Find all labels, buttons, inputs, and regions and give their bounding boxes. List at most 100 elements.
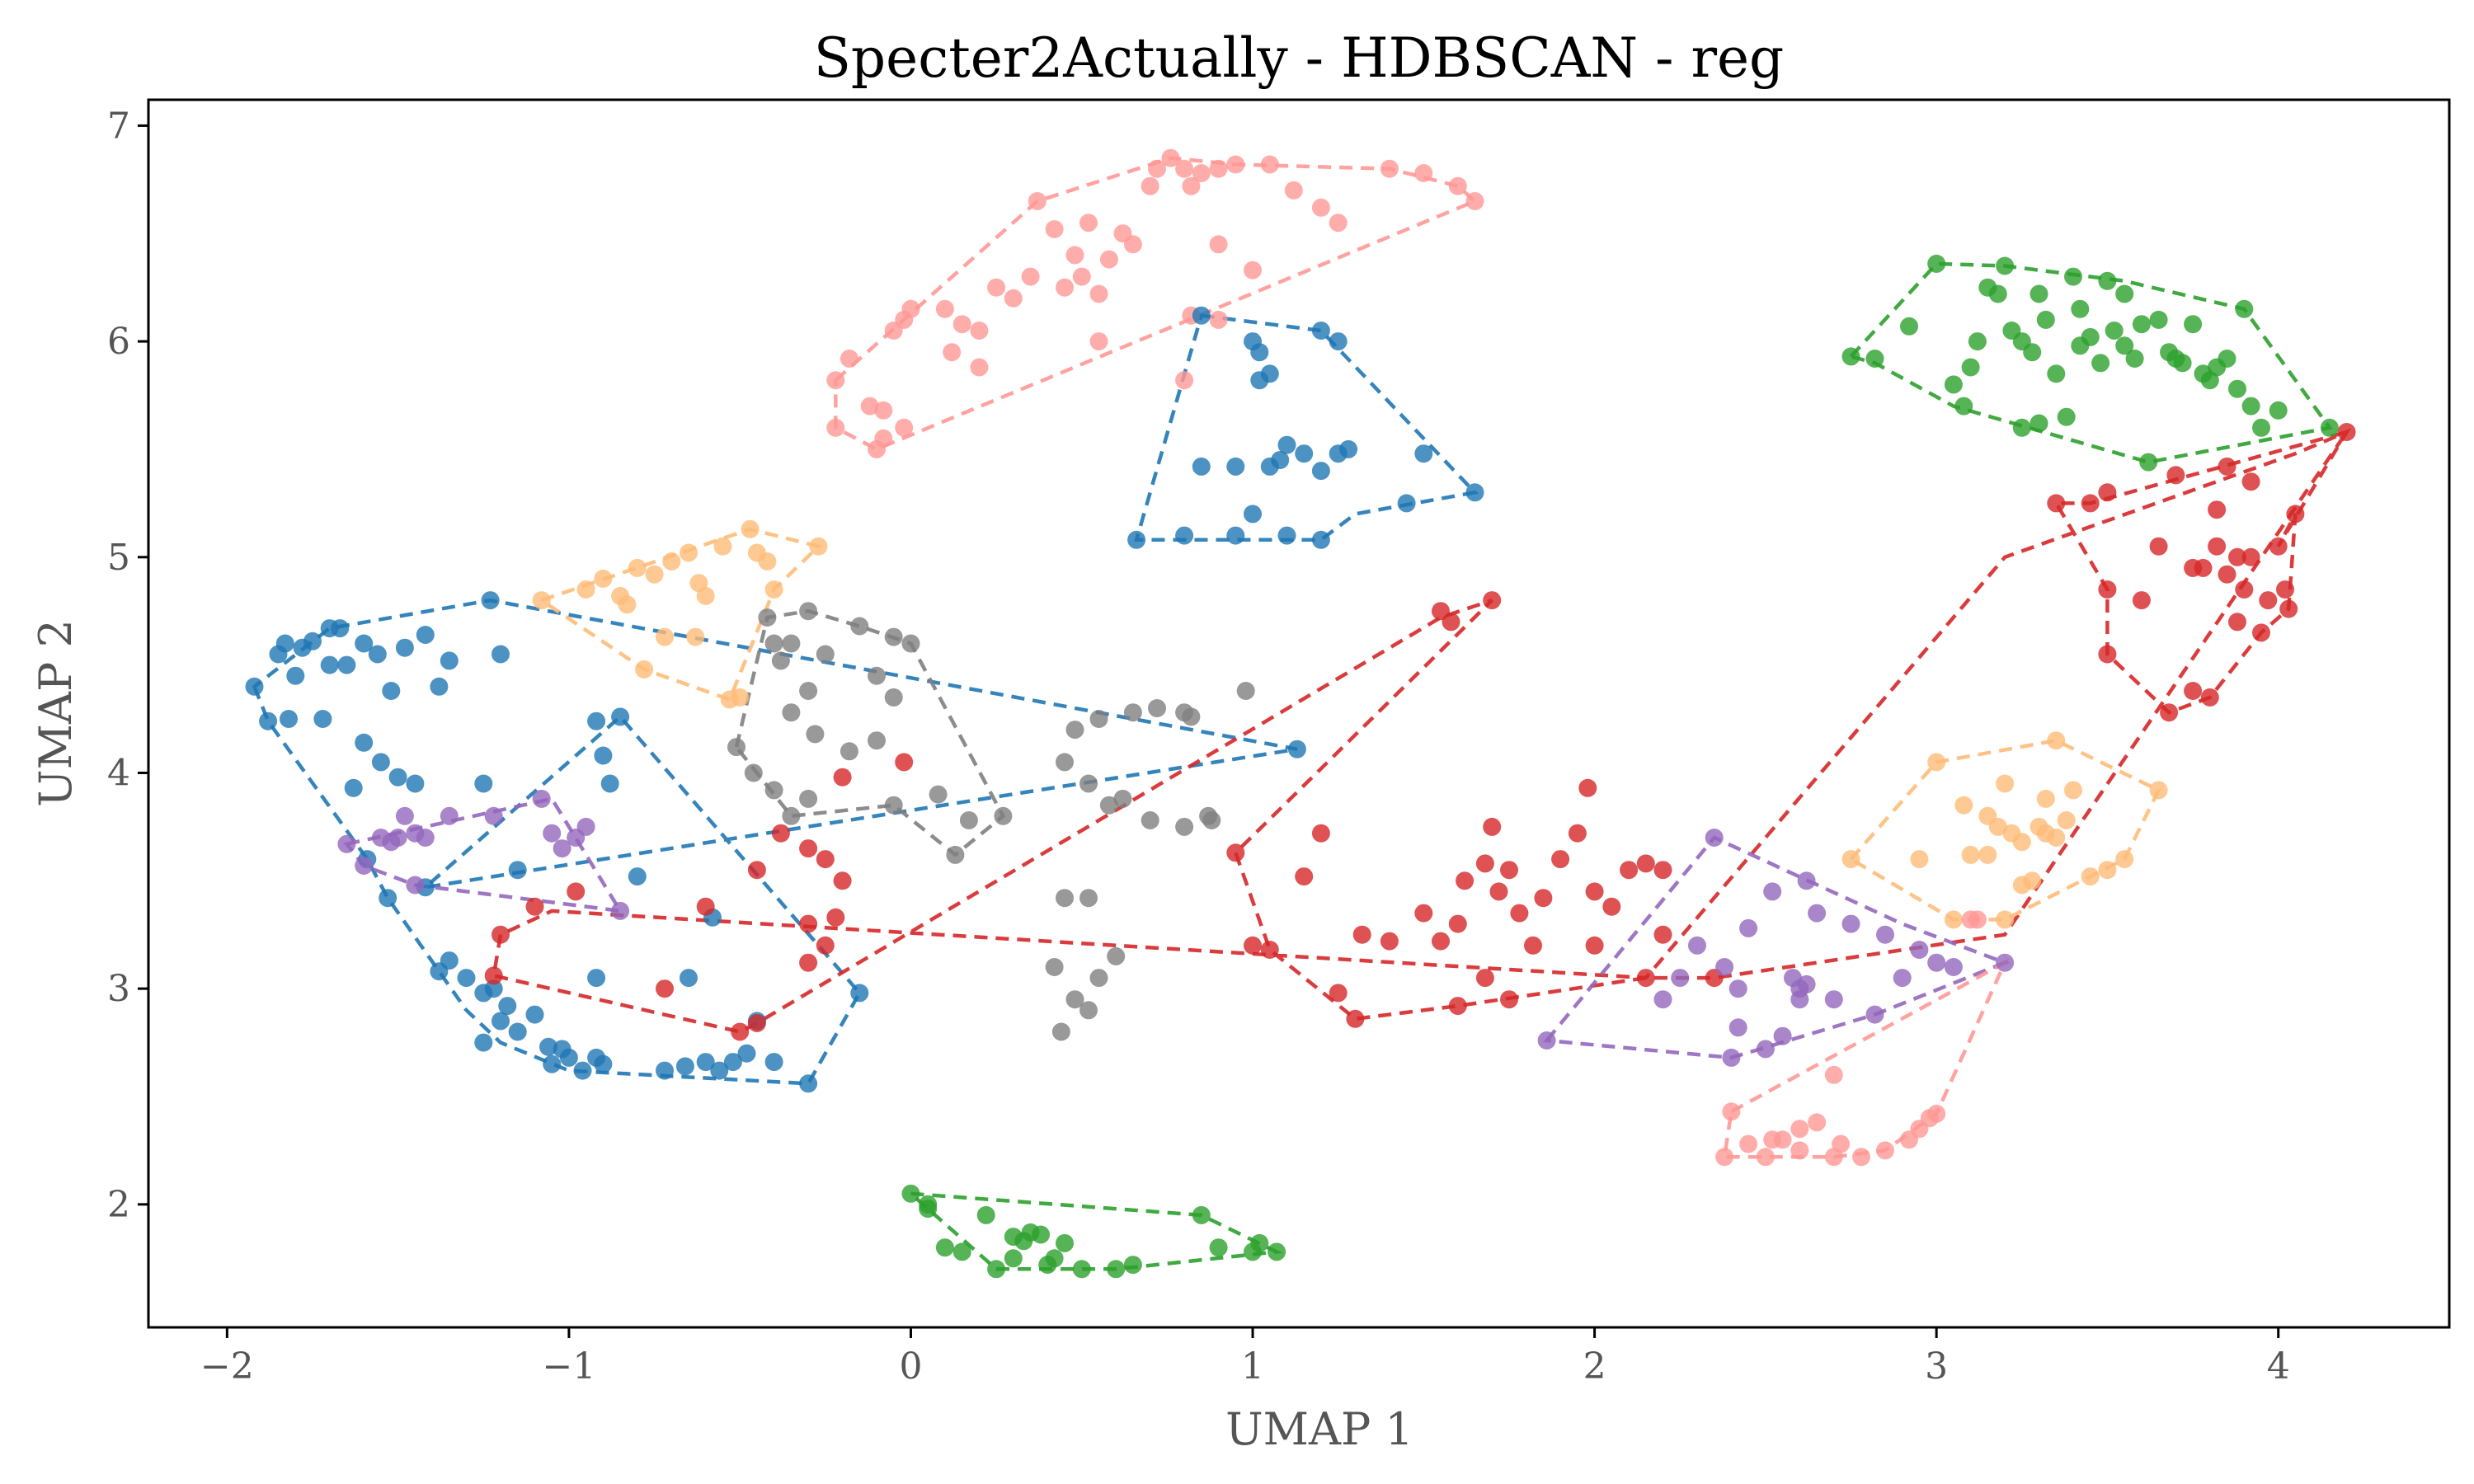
data-point-11-0 xyxy=(1722,1102,1741,1121)
data-point-6-30 xyxy=(1414,904,1433,923)
data-point-8-25 xyxy=(2047,829,2066,847)
data-point-6-28 xyxy=(1352,925,1371,944)
data-point-4-39 xyxy=(1414,164,1433,182)
data-point-2-22 xyxy=(959,811,978,829)
data-point-3-16 xyxy=(1192,1205,1211,1224)
data-point-0-47 xyxy=(737,1044,756,1063)
data-point-3-15 xyxy=(1123,1256,1142,1275)
data-point-8-21 xyxy=(2012,876,2031,895)
data-point-4-49 xyxy=(1209,310,1228,329)
data-point-5-17 xyxy=(1397,494,1416,513)
data-point-6-10 xyxy=(833,871,852,890)
data-point-0-55 xyxy=(594,746,613,765)
y-tick-label: 7 xyxy=(107,105,130,147)
chart-title: Specter2Actually - HDBSCAN - reg xyxy=(814,26,1785,90)
data-point-7-45 xyxy=(2115,284,2134,303)
data-point-6-79 xyxy=(2218,457,2236,476)
data-point-2-1 xyxy=(799,602,818,621)
data-point-0-62 xyxy=(474,1033,493,1052)
data-point-0-63 xyxy=(543,1054,562,1073)
data-point-4-13 xyxy=(987,278,1006,297)
data-point-2-37 xyxy=(1089,710,1108,728)
data-point-10-24 xyxy=(1688,936,1706,955)
data-point-6-37 xyxy=(1500,861,1518,880)
data-point-10-2 xyxy=(1739,918,1758,937)
data-point-2-34 xyxy=(1148,699,1166,717)
data-point-6-36 xyxy=(1489,882,1508,901)
data-point-4-6 xyxy=(874,401,893,420)
data-point-3-0 xyxy=(901,1184,920,1203)
data-point-4-42 xyxy=(943,343,962,362)
data-point-11-19 xyxy=(1790,1120,1809,1139)
data-point-6-74 xyxy=(2269,537,2288,556)
data-point-7-37 xyxy=(2235,299,2254,318)
data-point-5-21 xyxy=(1127,530,1146,549)
data-point-7-46 xyxy=(1988,284,2007,303)
data-point-4-44 xyxy=(1089,332,1108,351)
data-point-7-19 xyxy=(2081,327,2100,346)
data-point-0-35 xyxy=(508,1022,527,1041)
data-point-5-12 xyxy=(1414,444,1433,463)
data-point-6-59 xyxy=(2098,483,2117,502)
data-point-5-22 xyxy=(1175,526,1194,545)
data-point-0-50 xyxy=(799,1074,818,1093)
data-point-0-22 xyxy=(344,778,363,797)
data-point-3-20 xyxy=(1268,1242,1286,1261)
data-point-8-4 xyxy=(1996,774,2015,793)
x-tick-label: 1 xyxy=(1241,1345,1264,1388)
data-point-10-9 xyxy=(1841,914,1860,933)
data-point-0-6 xyxy=(303,632,322,650)
data-point-0-40 xyxy=(573,1061,592,1080)
data-point-6-27 xyxy=(1311,824,1330,843)
cluster-hull-6 xyxy=(492,428,2352,1034)
data-point-0-53 xyxy=(587,711,606,730)
data-point-2-44 xyxy=(1107,946,1126,965)
data-point-2-3 xyxy=(901,634,920,653)
data-point-4-27 xyxy=(1148,159,1166,178)
data-point-1-15 xyxy=(689,574,708,593)
data-point-9-9 xyxy=(532,789,551,808)
data-point-7-7 xyxy=(1968,332,1987,351)
data-point-2-14 xyxy=(727,738,745,757)
data-point-2-25 xyxy=(764,634,783,653)
data-point-8-23 xyxy=(1910,850,1929,869)
data-point-2-5 xyxy=(782,634,801,653)
data-point-5-16 xyxy=(1311,462,1330,481)
data-point-7-12 xyxy=(2023,343,2042,362)
data-point-4-45 xyxy=(1209,235,1228,254)
data-point-0-34 xyxy=(498,997,517,1016)
cluster-hull-0 xyxy=(252,598,1298,1086)
data-point-6-22 xyxy=(1226,843,1245,862)
data-point-5-5 xyxy=(1311,322,1330,340)
data-point-0-44 xyxy=(696,1053,715,1072)
data-point-0-58 xyxy=(680,969,698,988)
data-point-7-25 xyxy=(2132,315,2151,334)
data-point-2-45 xyxy=(1079,1001,1098,1020)
data-point-4-12 xyxy=(970,322,989,340)
data-point-0-67 xyxy=(320,619,339,638)
x-axis-label: UMAP 1 xyxy=(1225,1403,1413,1455)
data-point-11-10 xyxy=(1852,1148,1870,1167)
data-point-9-11 xyxy=(553,839,571,858)
data-point-10-23 xyxy=(1671,969,1690,988)
data-point-10-21 xyxy=(1790,990,1809,1009)
data-point-5-20 xyxy=(1277,526,1296,545)
data-point-6-71 xyxy=(2241,547,2260,566)
data-point-6-11 xyxy=(799,914,818,933)
data-point-4-7 xyxy=(895,418,914,437)
data-point-6-25 xyxy=(1329,984,1348,1003)
data-point-0-11 xyxy=(368,645,387,664)
data-point-0-21 xyxy=(406,774,425,793)
data-point-10-14 xyxy=(1927,953,1946,972)
data-point-10-17 xyxy=(1722,1048,1741,1067)
data-point-4-20 xyxy=(1072,267,1091,286)
data-point-8-10 xyxy=(2057,811,2076,829)
data-point-8-12 xyxy=(2081,867,2100,886)
data-point-6-69 xyxy=(2228,547,2246,566)
data-point-0-30 xyxy=(457,969,476,988)
data-point-3-3 xyxy=(952,1242,971,1261)
data-point-6-50 xyxy=(1636,969,1655,988)
data-point-6-78 xyxy=(2337,423,2356,441)
data-point-6-60 xyxy=(2098,580,2117,599)
